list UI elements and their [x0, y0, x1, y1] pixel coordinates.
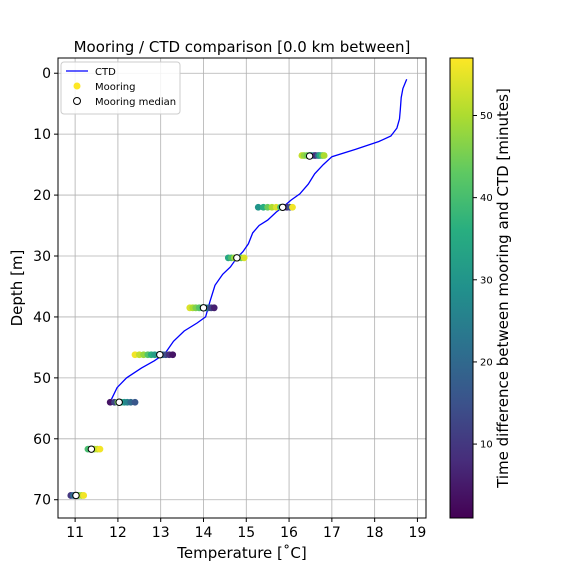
colorbar-gradient: [450, 58, 473, 518]
median-point: [200, 305, 206, 311]
legend-ctd-label: CTD: [95, 67, 116, 78]
y-tick-label: 60: [33, 432, 51, 448]
median-point: [279, 204, 285, 210]
y-tick-label: 70: [33, 493, 51, 509]
y-tick-label: 20: [33, 188, 51, 204]
colorbar-tick-label: 50: [480, 111, 493, 122]
y-tick-label: 40: [33, 310, 51, 326]
median-point: [157, 352, 163, 358]
grid: [58, 58, 426, 518]
x-tick-label: 16: [280, 525, 298, 541]
x-tick-label: 18: [366, 525, 384, 541]
median-point: [306, 153, 312, 159]
x-tick-label: 14: [195, 525, 213, 541]
y-tick-label: 0: [42, 66, 51, 82]
mooring-point: [321, 152, 328, 159]
mooring-points: [67, 152, 327, 499]
y-axis-label: Depth [m]: [8, 250, 26, 327]
colorbar: 10 20 30 40 50 Time difference between moori…: [450, 58, 512, 518]
legend: CTD Mooring Mooring median: [61, 62, 180, 114]
x-tick-label: 12: [109, 525, 127, 541]
mooring-point: [211, 304, 218, 311]
colorbar-tick-label: 40: [480, 193, 493, 204]
x-tick-label: 15: [237, 525, 255, 541]
mooring-point: [97, 446, 104, 453]
axis-ticks: 11 12 13 14 15 16 17 18 19 0 10 20 30 40 50 60 70: [33, 66, 426, 541]
y-tick-label: 10: [33, 127, 51, 143]
x-tick-label: 19: [409, 525, 427, 541]
median-point: [116, 399, 122, 405]
legend-mooring-label: Mooring: [95, 82, 135, 93]
x-tick-label: 17: [323, 525, 341, 541]
mooring-point: [241, 254, 248, 261]
plot-frame: [58, 58, 426, 518]
x-axis-label: Temperature [˚C]: [176, 544, 306, 562]
ctd-line: [112, 79, 407, 399]
x-tick-label: 11: [66, 525, 84, 541]
legend-median-swatch: [74, 98, 81, 105]
mooring-point: [289, 204, 296, 211]
mooring-point: [132, 399, 139, 406]
legend-median-label: Mooring median: [95, 97, 176, 108]
median-point: [88, 446, 94, 452]
legend-mooring-swatch: [74, 83, 81, 90]
median-point: [73, 492, 79, 498]
colorbar-ticks: 10 20 30 40 50: [473, 111, 493, 451]
mooring-point: [169, 351, 176, 358]
y-tick-label: 30: [33, 249, 51, 265]
mooring-point: [80, 492, 87, 499]
y-tick-label: 50: [33, 371, 51, 387]
colorbar-tick-label: 30: [480, 275, 493, 286]
colorbar-tick-label: 20: [480, 357, 493, 368]
colorbar-tick-label: 10: [480, 440, 493, 451]
chart-title: Mooring / CTD comparison [0.0 km between…: [74, 38, 411, 56]
median-point: [234, 255, 240, 261]
colorbar-label: Time difference between mooring and CTD …: [494, 88, 512, 489]
x-tick-label: 13: [152, 525, 170, 541]
